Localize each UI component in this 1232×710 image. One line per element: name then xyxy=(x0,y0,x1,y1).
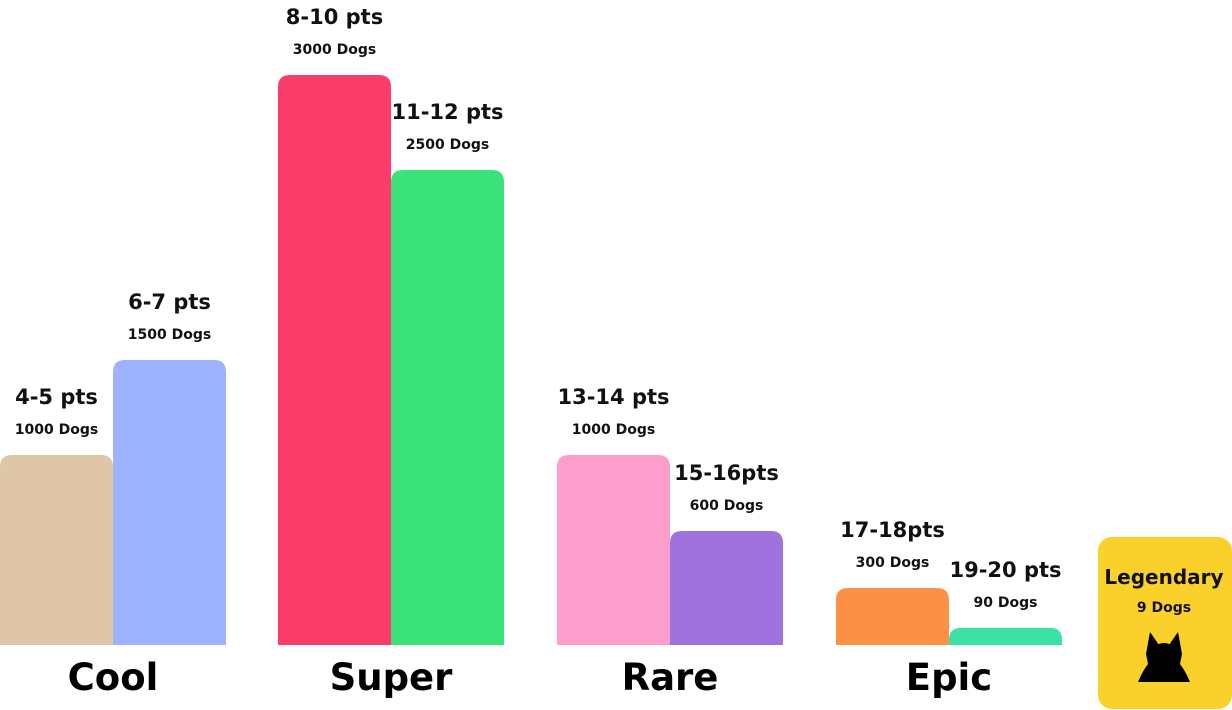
bar-cool-4-5-pts xyxy=(0,455,113,645)
legendary-card: Legendary 9 Dogs xyxy=(1098,537,1232,709)
bar-label-super-11-12-pts: 11-12 pts xyxy=(391,100,503,124)
bar-count-super-11-12-pts: 2500 Dogs xyxy=(406,137,489,153)
bar-count-epic-19-20-pts: 90 Dogs xyxy=(974,595,1038,611)
bar-count-cool-6-7-pts: 1500 Dogs xyxy=(128,327,211,343)
bar-count-super-8-10-pts: 3000 Dogs xyxy=(293,42,376,58)
bar-label-rare-13-14-pts: 13-14 pts xyxy=(557,385,669,409)
category-label-rare: Rare xyxy=(622,656,719,699)
bar-rare-15-16pts xyxy=(670,531,783,645)
bar-label-super-8-10-pts: 8-10 pts xyxy=(286,5,383,29)
category-label-cool: Cool xyxy=(68,656,159,699)
bar-label-cool-6-7-pts: 6-7 pts xyxy=(128,290,211,314)
bar-super-8-10-pts xyxy=(278,75,391,645)
bar-cool-6-7-pts xyxy=(113,360,226,645)
legendary-title: Legendary xyxy=(1104,565,1223,589)
bar-count-cool-4-5-pts: 1000 Dogs xyxy=(15,422,98,438)
legendary-count: 9 Dogs xyxy=(1137,600,1191,616)
dog-silhouette-icon xyxy=(1138,632,1190,682)
bar-epic-19-20-pts xyxy=(949,627,1062,645)
bar-super-11-12-pts xyxy=(391,170,504,645)
bar-count-rare-13-14-pts: 1000 Dogs xyxy=(572,422,655,438)
category-label-super: Super xyxy=(330,656,454,699)
bar-count-epic-17-18pts: 300 Dogs xyxy=(856,555,930,571)
category-label-epic: Epic xyxy=(906,656,992,699)
bar-label-epic-17-18pts: 17-18pts xyxy=(840,518,945,542)
category-labels: Cool Super Rare Epic xyxy=(68,656,993,699)
bar-epic-17-18pts xyxy=(836,588,949,645)
bar-label-cool-4-5-pts: 4-5 pts xyxy=(15,385,98,409)
bar-count-rare-15-16pts: 600 Dogs xyxy=(690,498,764,514)
bar-label-epic-19-20-pts: 19-20 pts xyxy=(949,558,1061,582)
bars-layer: 4-5 pts 1000 Dogs 6-7 pts 1500 Dogs 8-10 pts… xyxy=(0,5,1062,645)
bar-label-rare-15-16pts: 15-16pts xyxy=(674,461,779,485)
legendary-box xyxy=(1098,537,1232,709)
bar-rare-13-14-pts xyxy=(557,455,670,645)
